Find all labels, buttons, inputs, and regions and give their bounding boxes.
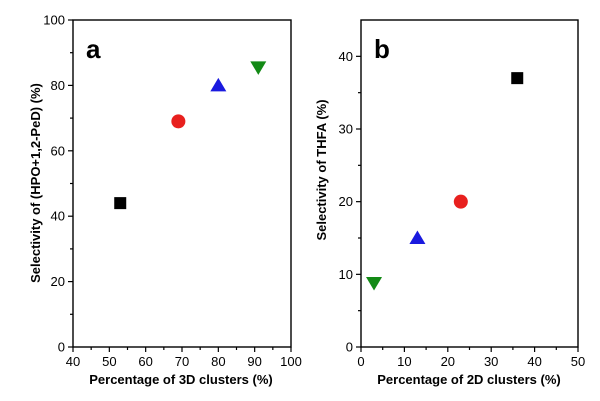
panel-a-x-tick-label: 90	[247, 354, 261, 369]
panel-b: Selectivity of THFA (%) Percentage of 2D…	[314, 19, 585, 387]
panel-a-x-tick-label: 100	[280, 354, 302, 369]
panel-a-x-tick-label: 40	[66, 354, 80, 369]
panel-b-ylabel: Selectivity of THFA (%)	[314, 99, 329, 240]
panel-a-x-tick-label: 50	[102, 354, 116, 369]
panel-b-point-triangle-down	[366, 277, 383, 291]
panel-a-letter: a	[86, 34, 101, 64]
panel-a-xlabel: Percentage of 3D clusters (%)	[89, 372, 273, 387]
panel-b-y-tick-label: 20	[339, 194, 353, 209]
panel-b-x-tick-label: 30	[484, 354, 498, 369]
panel-a-point-square	[114, 197, 127, 210]
panel-b-letter: b	[374, 34, 390, 64]
panel-a: Selectivity of (HPO+1,2-PeD) (%) Percent…	[28, 13, 302, 388]
panel-a-y-tick-label: 0	[58, 340, 65, 355]
panel-b-point-square	[511, 72, 524, 85]
panel-b-y-tick-label: 40	[339, 49, 353, 64]
panel-b-x-tick-label: 0	[357, 354, 364, 369]
panel-b-point-triangle-up	[409, 230, 426, 244]
panel-a-y-tick-label: 20	[51, 274, 65, 289]
panel-a-point-triangle-down	[250, 61, 267, 75]
panel-b-x-tick-label: 40	[527, 354, 541, 369]
panel-a-point-triangle-up	[210, 77, 227, 92]
panel-b-y-tick-label: 30	[339, 122, 353, 137]
panel-b-x-tick-label: 20	[441, 354, 455, 369]
panel-b-x-tick-label: 50	[571, 354, 585, 369]
panel-b-plot-frame	[360, 19, 579, 348]
panel-b-y-tick-label: 0	[346, 340, 353, 355]
panel-a-x-tick-label: 80	[211, 354, 225, 369]
panel-a-ylabel: Selectivity of (HPO+1,2-PeD) (%)	[28, 83, 43, 283]
panel-a-x-tick-label: 70	[175, 354, 189, 369]
panel-a-y-tick-label: 80	[51, 78, 65, 93]
panel-a-y-tick-label: 60	[51, 143, 65, 158]
panel-b-y-tick-label: 10	[339, 267, 353, 282]
panel-b-xlabel: Percentage of 2D clusters (%)	[377, 372, 561, 387]
panel-a-y-tick-label: 100	[43, 13, 65, 28]
panel-b-point-circle	[453, 194, 468, 209]
panel-a-x-tick-label: 60	[138, 354, 152, 369]
panel-a-point-circle	[171, 114, 186, 129]
panel-b-x-tick-label: 10	[397, 354, 411, 369]
panel-a-y-tick-label: 40	[51, 209, 65, 224]
